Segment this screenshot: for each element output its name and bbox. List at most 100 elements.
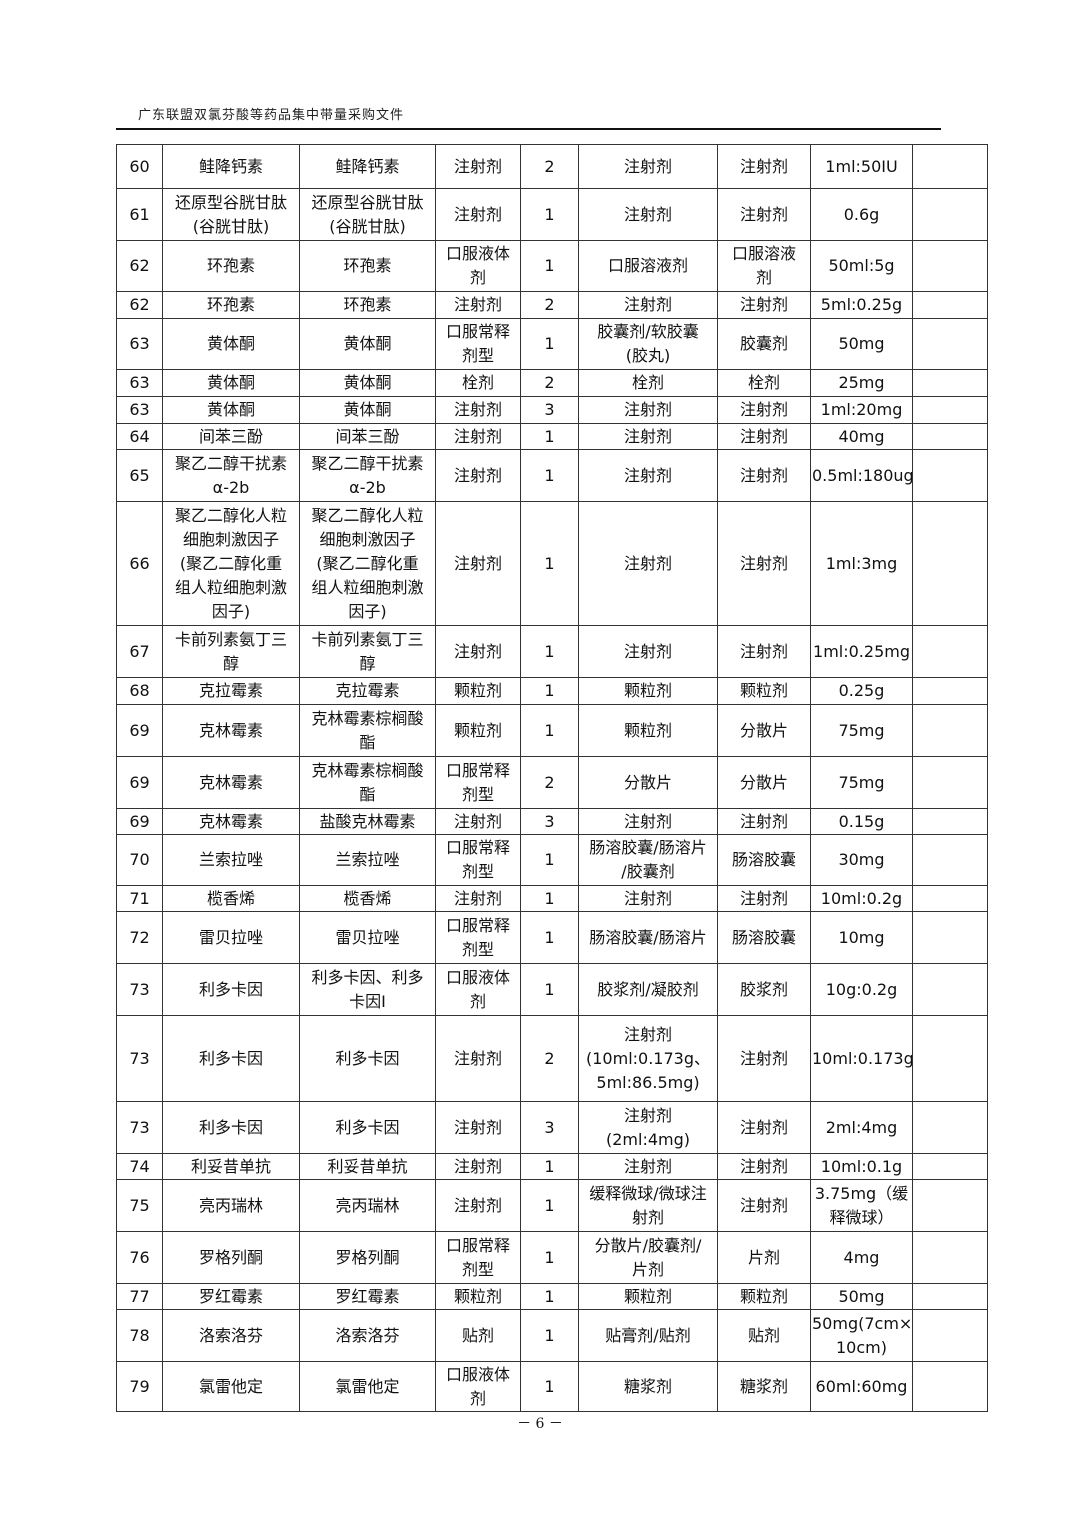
cell-representative-form: 注射剂 <box>717 144 811 189</box>
cell-dosage-category: 注射剂 <box>435 808 521 835</box>
cell-generic-name: 榄香烯 <box>162 885 300 912</box>
cell-generic-name: 黄体酮 <box>162 369 300 397</box>
cell-specification: 30mg <box>810 834 913 886</box>
cell-drug-name: 雷贝拉唑 <box>299 911 436 964</box>
cell-dosage-form: 注射剂 <box>578 625 718 678</box>
cell-seq-no: 75 <box>116 1179 163 1232</box>
cell-dosage-category: 口服液体 剂 <box>435 963 521 1016</box>
cell-generic-name: 利妥昔单抗 <box>162 1153 300 1180</box>
table-row: 69 克林霉素 盐酸克林霉素 注射剂 3 注射剂 注射剂 0.15g <box>116 808 988 835</box>
cell-seq-no: 62 <box>116 240 163 292</box>
cell-group-no: 2 <box>520 144 579 189</box>
table-row: 70 兰索拉唑 兰索拉唑 口服常释 剂型 1 肠溶胶囊/肠溶片 /胶囊剂 肠溶胶囊 30mg <box>116 834 988 886</box>
cell-dosage-category: 注射剂 <box>435 1179 521 1232</box>
cell-remark <box>912 1015 988 1102</box>
cell-specification: 0.6g <box>810 188 913 241</box>
table-row: 74 利妥昔单抗 利妥昔单抗 注射剂 1 注射剂 注射剂 10ml:0.1g <box>116 1153 988 1180</box>
cell-representative-form: 注射剂 <box>717 885 811 912</box>
cell-representative-form: 分散片 <box>717 704 811 757</box>
cell-drug-name: 利多卡因、利多 卡因Ⅰ <box>299 963 436 1016</box>
table-row: 62 环孢素 环孢素 注射剂 2 注射剂 注射剂 5ml:0.25g <box>116 291 988 319</box>
cell-dosage-category: 口服常释 剂型 <box>435 911 521 964</box>
cell-drug-name: 亮丙瑞林 <box>299 1179 436 1232</box>
drug-table: 60 鲑降钙素 鲑降钙素 注射剂 2 注射剂 注射剂 1ml:50IU 61 还原型谷胱甘肽 (谷… <box>116 144 988 1412</box>
cell-generic-name: 罗格列酮 <box>162 1231 300 1284</box>
cell-generic-name: 间苯三酚 <box>162 423 300 450</box>
cell-specification: 3.75mg（缓 释微球） <box>810 1179 913 1232</box>
cell-dosage-form: 口服溶液剂 <box>578 240 718 292</box>
table-row: 63 黄体酮 黄体酮 注射剂 3 注射剂 注射剂 1ml:20mg <box>116 396 988 424</box>
cell-seq-no: 71 <box>116 885 163 912</box>
cell-dosage-form: 颗粒剂 <box>578 704 718 757</box>
cell-group-no: 1 <box>520 501 579 626</box>
cell-remark <box>912 1309 988 1362</box>
cell-drug-name: 克林霉素棕榈酸 酯 <box>299 756 436 809</box>
cell-generic-name: 罗红霉素 <box>162 1283 300 1310</box>
cell-representative-form: 胶浆剂 <box>717 963 811 1016</box>
cell-dosage-category: 注射剂 <box>435 625 521 678</box>
cell-drug-name: 间苯三酚 <box>299 423 436 450</box>
cell-specification: 10g:0.2g <box>810 963 913 1016</box>
cell-remark <box>912 704 988 757</box>
page-number: － 6 － <box>517 1416 563 1432</box>
cell-remark <box>912 449 988 502</box>
cell-dosage-category: 注射剂 <box>435 449 521 502</box>
cell-dosage-category: 口服液体 剂 <box>435 1361 521 1412</box>
table-row: 73 利多卡因 利多卡因 注射剂 3 注射剂 (2ml:4mg) 注射剂 2ml:4mg <box>116 1101 988 1154</box>
cell-dosage-category: 口服常释 剂型 <box>435 756 521 809</box>
cell-group-no: 1 <box>520 1361 579 1412</box>
cell-remark <box>912 1153 988 1180</box>
cell-remark <box>912 963 988 1016</box>
cell-seq-no: 69 <box>116 808 163 835</box>
cell-remark <box>912 291 988 319</box>
cell-specification: 0.25g <box>810 677 913 705</box>
cell-seq-no: 61 <box>116 188 163 241</box>
cell-remark <box>912 1179 988 1232</box>
table-row: 63 黄体酮 黄体酮 口服常释 剂型 1 胶囊剂/软胶囊 (胶丸) 胶囊剂 50mg <box>116 318 988 370</box>
cell-group-no: 1 <box>520 625 579 678</box>
cell-drug-name: 黄体酮 <box>299 396 436 424</box>
document-header: 广东联盟双氯芬酸等药品集中带量采购文件 <box>138 108 405 123</box>
table-row: 79 氯雷他定 氯雷他定 口服液体 剂 1 糖浆剂 糖浆剂 60ml:60mg <box>116 1361 988 1412</box>
cell-generic-name: 聚乙二醇干扰素 α-2b <box>162 449 300 502</box>
cell-drug-name: 聚乙二醇干扰素 α-2b <box>299 449 436 502</box>
cell-group-no: 2 <box>520 1015 579 1102</box>
cell-drug-name: 榄香烯 <box>299 885 436 912</box>
cell-seq-no: 79 <box>116 1361 163 1412</box>
cell-remark <box>912 1361 988 1412</box>
cell-generic-name: 黄体酮 <box>162 396 300 424</box>
cell-seq-no: 73 <box>116 1101 163 1154</box>
table-row: 69 克林霉素 克林霉素棕榈酸 酯颗粒剂 1 颗粒剂 分散片 75mg <box>116 704 988 757</box>
table-row: 68 克拉霉素 克拉霉素 颗粒剂 1 颗粒剂 颗粒剂 0.25g <box>116 677 988 705</box>
cell-seq-no: 70 <box>116 834 163 886</box>
cell-dosage-form: 注射剂 <box>578 501 718 626</box>
cell-generic-name: 利多卡因 <box>162 963 300 1016</box>
cell-representative-form: 注射剂 <box>717 449 811 502</box>
cell-remark <box>912 423 988 450</box>
table-row: 67 卡前列素氨丁三 醇卡前列素氨丁三 醇注射剂 1 注射剂 注射剂 1ml:0.25mg <box>116 625 988 678</box>
cell-remark <box>912 318 988 370</box>
cell-generic-name: 卡前列素氨丁三 醇 <box>162 625 300 678</box>
cell-dosage-form: 肠溶胶囊/肠溶片 /胶囊剂 <box>578 834 718 886</box>
cell-representative-form: 肠溶胶囊 <box>717 834 811 886</box>
cell-seq-no: 69 <box>116 704 163 757</box>
cell-dosage-form: 注射剂 <box>578 885 718 912</box>
table-row: 60 鲑降钙素 鲑降钙素 注射剂 2 注射剂 注射剂 1ml:50IU <box>116 144 988 189</box>
cell-group-no: 1 <box>520 1309 579 1362</box>
cell-drug-name: 氯雷他定 <box>299 1361 436 1412</box>
cell-group-no: 1 <box>520 188 579 241</box>
cell-seq-no: 60 <box>116 144 163 189</box>
cell-representative-form: 分散片 <box>717 756 811 809</box>
cell-representative-form: 肠溶胶囊 <box>717 911 811 964</box>
cell-seq-no: 65 <box>116 449 163 502</box>
cell-dosage-category: 口服常释 剂型 <box>435 1231 521 1284</box>
cell-dosage-category: 贴剂 <box>435 1309 521 1362</box>
cell-seq-no: 73 <box>116 1015 163 1102</box>
cell-drug-name: 罗红霉素 <box>299 1283 436 1310</box>
cell-generic-name: 克林霉素 <box>162 756 300 809</box>
cell-dosage-form: 分散片 <box>578 756 718 809</box>
cell-specification: 10ml:0.173g <box>810 1015 913 1102</box>
cell-group-no: 1 <box>520 834 579 886</box>
cell-dosage-form: 注射剂 (2ml:4mg) <box>578 1101 718 1154</box>
